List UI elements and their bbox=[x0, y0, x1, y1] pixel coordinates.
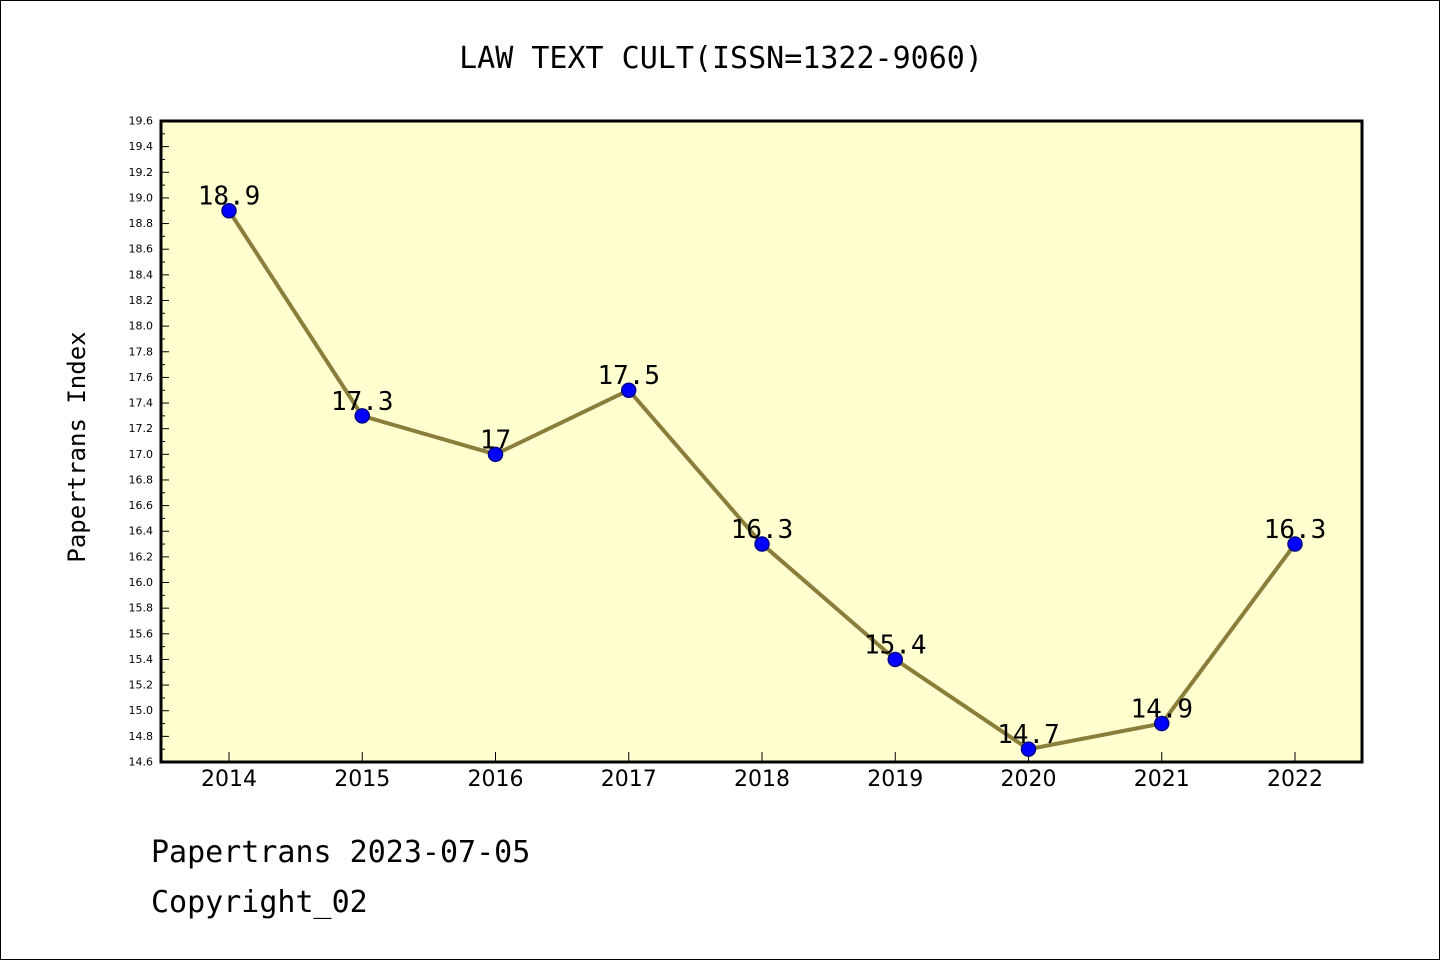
y-tick-label: 16.4 bbox=[129, 525, 154, 538]
y-tick-label: 18.6 bbox=[129, 243, 154, 256]
x-tick-label: 2015 bbox=[334, 767, 390, 792]
y-axis-ticks: 14.6 14.8 15.0 15.2 15.4 15.6 15.8 16.0 16.2 16.4… bbox=[129, 115, 169, 769]
y-tick-label: 17.6 bbox=[129, 371, 154, 384]
y-tick-label: 16.6 bbox=[129, 499, 154, 512]
data-label: 17 bbox=[480, 425, 511, 455]
data-point bbox=[487, 446, 504, 463]
data-label: 14.7 bbox=[997, 720, 1060, 750]
data-label: 15.4 bbox=[864, 630, 927, 660]
x-tick-label: 2022 bbox=[1267, 767, 1323, 792]
data-point bbox=[1154, 715, 1170, 732]
x-tick-label: 2014 bbox=[201, 767, 257, 792]
y-tick-label: 16.0 bbox=[129, 576, 154, 589]
data-point bbox=[1020, 741, 1037, 757]
x-tick-label: 2019 bbox=[867, 767, 923, 792]
footer-copyright-text: Copyright_02 bbox=[151, 885, 368, 920]
y-tick-label: 14.6 bbox=[129, 756, 154, 769]
y-tick-label: 16.8 bbox=[129, 473, 154, 486]
y-tick-label: 18.0 bbox=[129, 320, 154, 333]
y-tick-label: 17.0 bbox=[129, 448, 154, 461]
chart-title: LAW TEXT CULT(ISSN=1322-9060) bbox=[459, 41, 983, 76]
y-tick-label: 18.4 bbox=[129, 268, 154, 281]
y-tick-label: 15.2 bbox=[129, 679, 154, 692]
plot-area bbox=[159, 119, 1364, 764]
y-tick-label: 19.0 bbox=[129, 191, 154, 204]
data-point bbox=[754, 536, 770, 552]
y-tick-label: 19.6 bbox=[129, 115, 154, 128]
y-tick-label: 16.2 bbox=[129, 550, 154, 563]
data-points bbox=[221, 202, 1303, 757]
data-label: 16.3 bbox=[731, 515, 794, 545]
y-tick-label: 15.0 bbox=[129, 704, 154, 717]
y-tick-label: 17.4 bbox=[129, 397, 154, 410]
x-tick-label: 2021 bbox=[1134, 767, 1190, 792]
x-tick-label: 2018 bbox=[734, 767, 790, 792]
footer-date-text: Papertrans 2023-07-05 bbox=[151, 835, 531, 870]
y-tick-label: 14.8 bbox=[129, 730, 154, 743]
data-label: 18.9 bbox=[198, 182, 261, 212]
y-tick-label: 19.2 bbox=[129, 166, 154, 179]
y-tick-label: 15.6 bbox=[129, 627, 154, 640]
y-tick-label: 18.2 bbox=[129, 294, 154, 307]
data-point bbox=[354, 408, 370, 424]
x-tick-label: 2020 bbox=[1001, 767, 1057, 792]
data-point bbox=[887, 651, 903, 668]
data-labels: 18.9 17.3 17 17.5 16.3 15.4 14.7 14.9 16.3 bbox=[198, 182, 1327, 750]
x-tick-label: 2017 bbox=[601, 767, 657, 792]
y-tick-label: 17.2 bbox=[129, 422, 154, 435]
x-axis-ticks: 2014 2015 2016 2017 2018 2019 2020 2021 2022 bbox=[201, 752, 1323, 792]
x-tick-label: 2016 bbox=[468, 767, 524, 792]
y-tick-label: 17.8 bbox=[129, 345, 154, 358]
y-tick-label: 18.8 bbox=[129, 217, 154, 230]
data-label: 16.3 bbox=[1264, 515, 1327, 545]
data-point bbox=[221, 202, 237, 219]
y-axis-label: Papertrans Index bbox=[63, 331, 91, 562]
data-point bbox=[1287, 536, 1303, 552]
data-label: 17.3 bbox=[331, 387, 394, 417]
data-label: 17.5 bbox=[597, 361, 660, 391]
data-point bbox=[621, 382, 637, 398]
data-label: 14.9 bbox=[1130, 695, 1193, 725]
y-tick-label: 19.4 bbox=[129, 140, 154, 153]
y-tick-label: 15.8 bbox=[129, 602, 154, 615]
y-tick-label: 15.4 bbox=[129, 653, 154, 666]
